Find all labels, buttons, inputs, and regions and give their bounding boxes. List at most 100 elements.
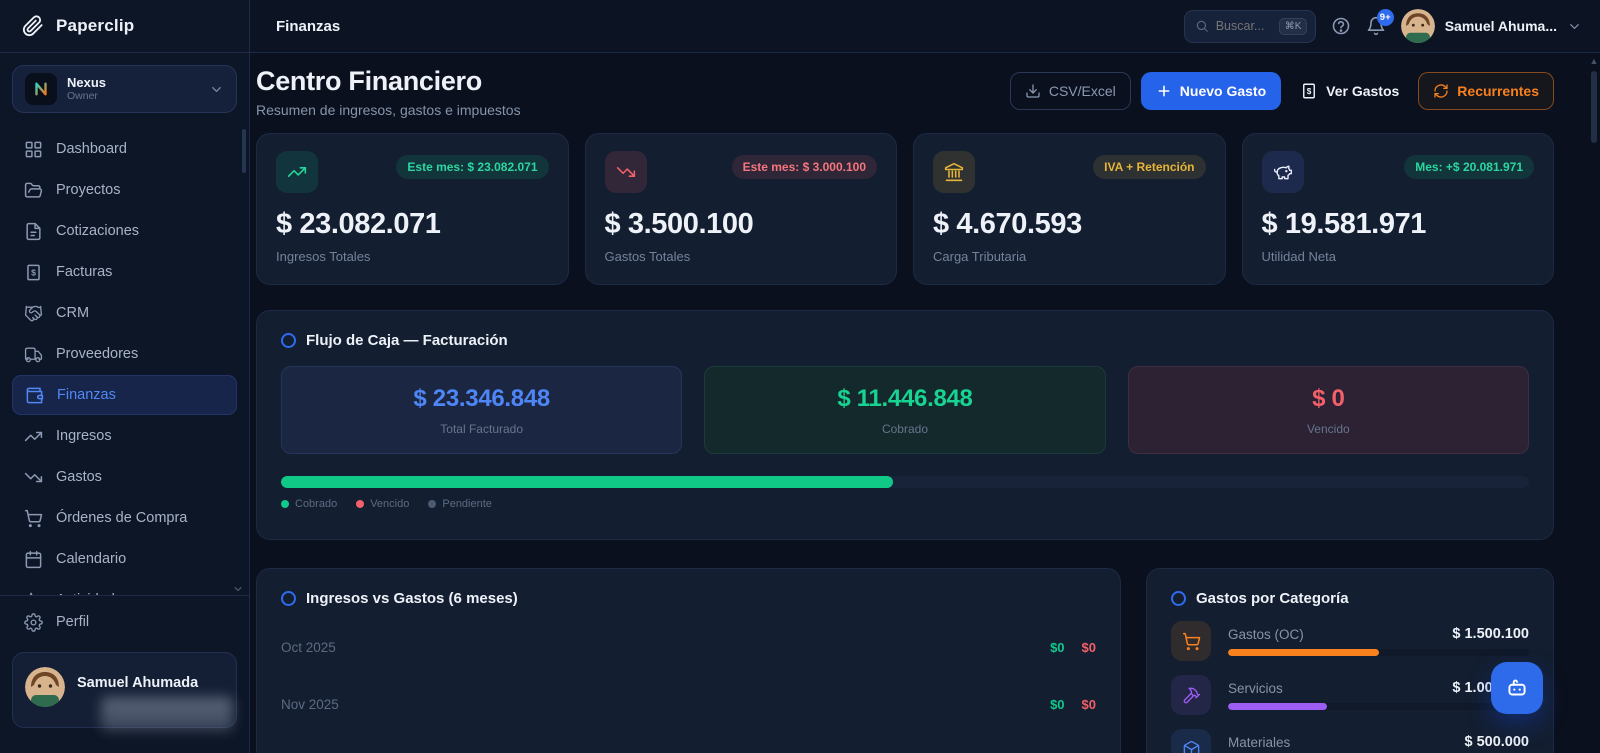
trending-down-icon <box>24 468 43 487</box>
package-icon <box>1171 729 1211 753</box>
hammer-icon <box>1171 675 1211 715</box>
sidebar-nav: Dashboard Proyectos Cotizaciones $ Factu… <box>0 127 249 595</box>
sidebar-item-ingresos[interactable]: Ingresos <box>12 416 237 456</box>
category-row-servicios: Servicios $ 1.000.000 <box>1171 675 1529 715</box>
assistant-robot-button[interactable] <box>1491 662 1543 714</box>
category-bar <box>1228 703 1529 710</box>
user-menu[interactable]: Samuel Ahuma... <box>1400 9 1582 43</box>
workspace-name: Nexus <box>67 74 107 90</box>
trending-up-icon <box>24 427 43 446</box>
stat-value: $ 4.670.593 <box>933 208 1082 240</box>
sidebar-item-perfil[interactable]: Perfil <box>12 602 237 642</box>
search-box[interactable]: ⌘K <box>1183 9 1316 43</box>
cashflow-vencido: $ 0 Vencido <box>1127 366 1529 454</box>
sidebar-item-actividad[interactable]: Actividad <box>12 580 237 595</box>
help-button[interactable] <box>1331 16 1351 36</box>
cashflow-progress-fill <box>281 476 893 488</box>
cashflow-progress-bar <box>281 476 1529 488</box>
avatar <box>25 667 65 707</box>
stat-value: $ 19.581.971 <box>1261 208 1427 240</box>
brand-name: Paperclip <box>56 16 135 35</box>
workspace-logo-icon <box>25 73 57 105</box>
sidebar: Paperclip Nexus Owner Dashboard Proyecto… <box>0 0 250 753</box>
month-row: Oct 2025 $0 $0 <box>281 640 1096 655</box>
wallet-icon <box>25 386 44 405</box>
income-value: $0 <box>1050 640 1065 655</box>
folder-icon <box>24 181 43 200</box>
legend-dot-pendiente <box>428 500 437 508</box>
cart-icon <box>24 509 43 528</box>
sidebar-item-crm[interactable]: CRM <box>12 293 237 333</box>
expense-value: $0 <box>1081 697 1096 712</box>
month-badge: Este mes: $ 3.000.100 <box>731 155 877 179</box>
income-vs-expenses-panel: Ingresos vs Gastos (6 meses) Oct 2025 $0… <box>256 568 1121 753</box>
cashflow-cobrado: $ 11.446.848 Cobrado <box>704 366 1106 454</box>
avatar <box>1400 9 1435 43</box>
chevron-down-icon <box>1567 19 1582 34</box>
sidebar-item-proyectos[interactable]: Proyectos <box>12 170 237 210</box>
cashflow-total-facturado: $ 23.346.848 Total Facturado <box>281 366 683 454</box>
stat-value: $ 3.500.100 <box>604 208 754 240</box>
cashflow-legend: Cobrado Vencido Pendiente <box>281 498 1529 510</box>
category-bar <box>1228 649 1529 656</box>
stat-cards: Este mes: $ 23.082.071 $ 23.082.071 Ingr… <box>256 133 1554 285</box>
search-input[interactable] <box>1215 19 1272 33</box>
sidebar-item-facturas[interactable]: $ Facturas <box>12 252 237 292</box>
workspace-role: Owner <box>67 90 98 103</box>
paperclip-logo-icon <box>22 15 44 37</box>
month-badge: Este mes: $ 23.082.071 <box>396 155 549 179</box>
sidebar-item-proveedores[interactable]: Proveedores <box>12 334 237 374</box>
handshake-icon <box>24 304 43 323</box>
search-shortcut-badge: ⌘K <box>1278 17 1308 35</box>
topbar-page-title: Finanzas <box>276 17 341 35</box>
stat-value: $ 23.082.071 <box>276 208 441 240</box>
file-text-icon <box>24 222 43 241</box>
page-title: Centro Financiero <box>256 66 482 96</box>
gear-icon <box>24 612 43 632</box>
sidebar-scrollbar-thumb[interactable] <box>242 129 246 173</box>
new-expense-button[interactable]: Nuevo Gasto <box>1140 72 1282 110</box>
legend-dot-cobrado <box>281 500 289 508</box>
month-badge: Mes: +$ 20.081.971 <box>1404 155 1534 179</box>
sidebar-item-ordenes-de-compra[interactable]: Órdenes de Compra <box>12 498 237 538</box>
income-value: $0 <box>1050 697 1065 712</box>
income-vs-expenses-title: Ingresos vs Gastos (6 meses) <box>306 590 518 607</box>
stat-card-ingresos: Este mes: $ 23.082.071 $ 23.082.071 Ingr… <box>256 133 569 285</box>
stat-card-impuestos: IVA + Retención $ 4.670.593 Carga Tribut… <box>913 133 1226 285</box>
stat-card-gastos: Este mes: $ 3.000.100 $ 3.500.100 Gastos… <box>584 133 897 285</box>
invoice-icon: $ <box>24 263 43 282</box>
page-scrollbar[interactable]: ▲ <box>1589 56 1599 751</box>
workspace-switcher[interactable]: Nexus Owner <box>12 65 237 113</box>
recurring-button[interactable]: Recurrentes <box>1418 72 1554 110</box>
trending-down-icon <box>604 151 647 193</box>
notification-count-badge: 9+ <box>1376 9 1394 26</box>
invoice-icon: $ <box>1300 82 1318 100</box>
page-scrollbar-thumb[interactable] <box>1591 71 1597 143</box>
sidebar-item-dashboard[interactable]: Dashboard <box>12 129 237 169</box>
expense-value: $0 <box>1081 640 1096 655</box>
stat-card-utilidad: Mes: +$ 20.081.971 $ 19.581.971 Utilidad… <box>1241 133 1554 285</box>
truck-icon <box>24 345 43 364</box>
section-ring-icon <box>281 333 296 348</box>
plus-icon <box>1156 83 1172 99</box>
sidebar-item-finanzas[interactable]: Finanzas <box>12 375 237 415</box>
sidebar-divider <box>0 595 249 596</box>
sidebar-user-card[interactable]: Samuel Ahumada <box>12 652 237 731</box>
sidebar-item-cotizaciones[interactable]: Cotizaciones <box>12 211 237 251</box>
dashboard-icon <box>24 140 43 159</box>
calendar-icon <box>24 550 43 569</box>
redacted-email <box>101 697 233 731</box>
bank-icon <box>933 151 975 193</box>
scroll-more-chevron-icon <box>232 583 244 595</box>
notifications-button[interactable]: 9+ <box>1366 9 1394 36</box>
view-expenses-button[interactable]: $ Ver Gastos <box>1291 72 1408 110</box>
scrollbar-up-arrow-icon[interactable]: ▲ <box>1589 56 1599 66</box>
stat-label: Carga Tributaria <box>933 249 1027 264</box>
sidebar-item-calendario[interactable]: Calendario <box>12 539 237 579</box>
stat-label: Ingresos Totales <box>276 249 371 264</box>
cashflow-title: Flujo de Caja — Facturación <box>306 332 508 349</box>
sidebar-item-gastos[interactable]: Gastos <box>12 457 237 497</box>
export-csv-button[interactable]: CSV/Excel <box>1009 72 1131 110</box>
category-row-gastos-oc: Gastos (OC) $ 1.500.100 <box>1171 621 1529 661</box>
expenses-by-category-panel: Gastos por Categoría Gastos (OC) $ 1.500… <box>1146 568 1554 753</box>
